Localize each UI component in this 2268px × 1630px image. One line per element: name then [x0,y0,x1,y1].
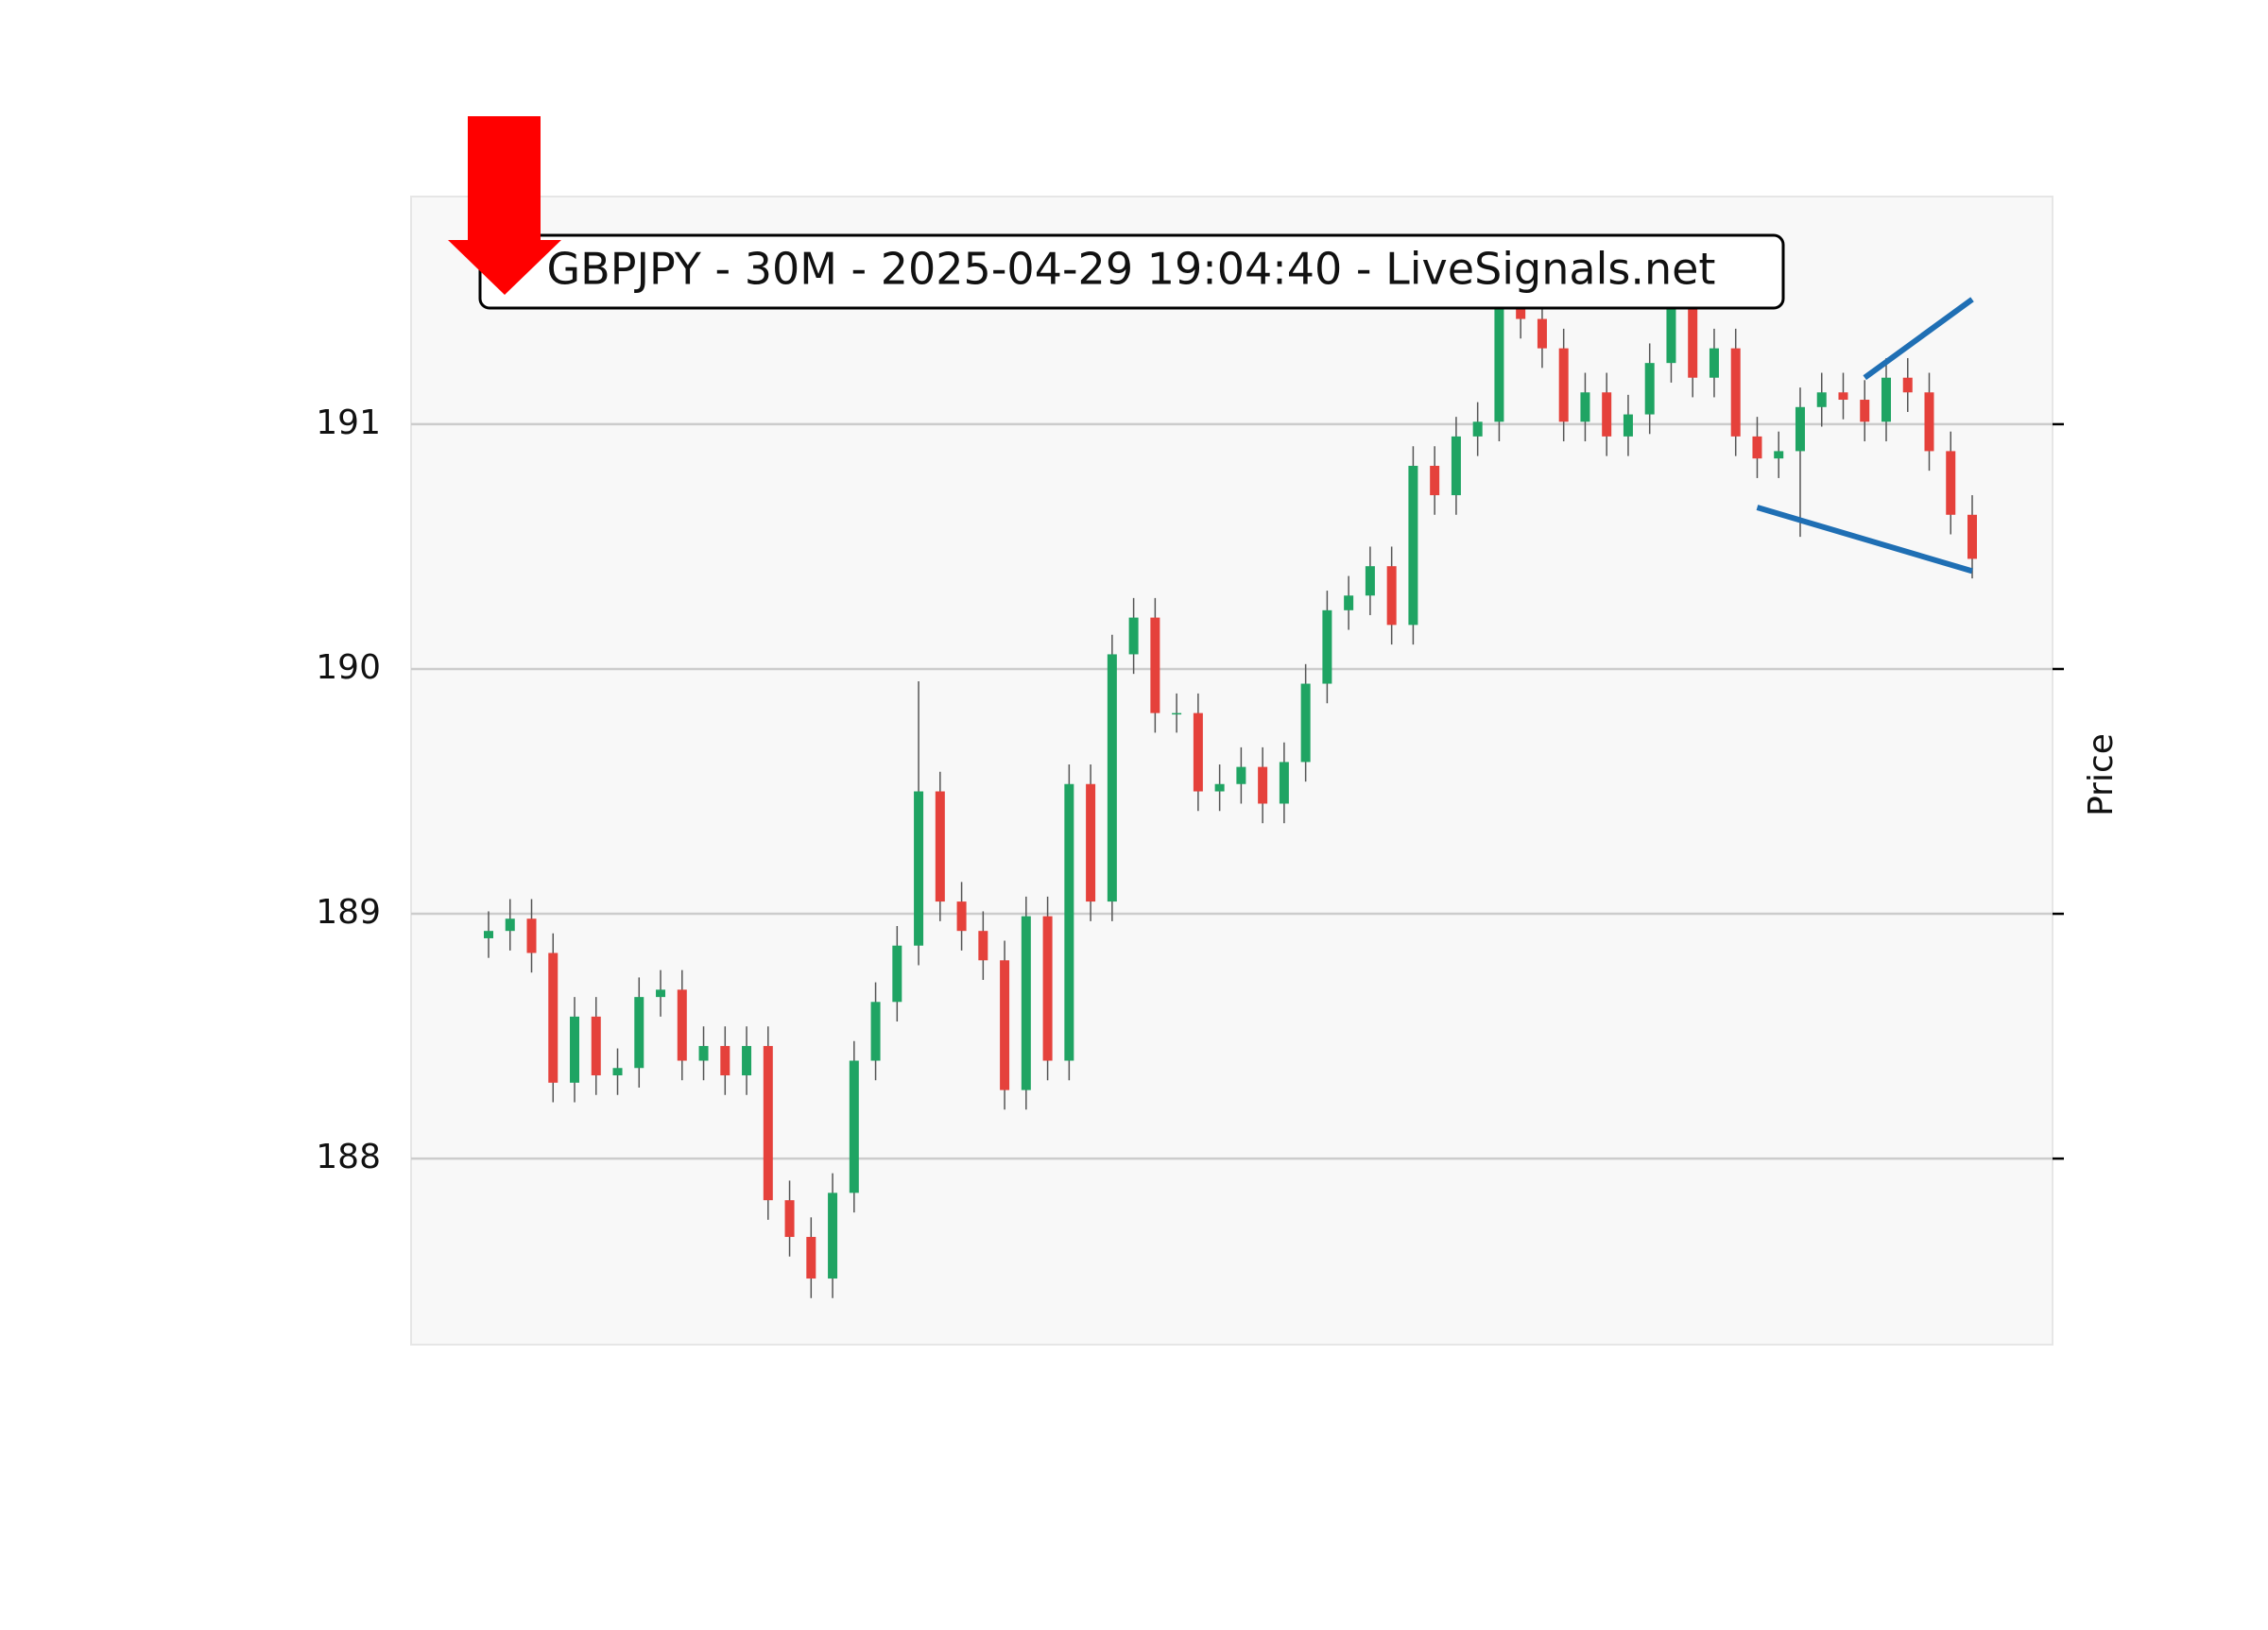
plot-area [410,196,2053,1346]
title-box [478,233,1785,310]
candle-body [1172,712,1182,715]
candle-body [784,1200,795,1238]
candle-body [1344,595,1354,610]
candle-body [1279,762,1289,804]
candle-body [1322,609,1332,684]
candle-body [526,918,537,953]
candle-body [870,1002,881,1061]
candle-body [548,952,558,1083]
candle-body [1494,303,1504,422]
candle-body [828,1192,838,1279]
candle-body [591,1016,601,1076]
trendlines [1756,297,1974,575]
trendline [1756,505,1973,575]
grid: 188 189 190 191 [316,403,2064,1176]
candle-body [806,1237,816,1279]
candle-body [1086,783,1096,902]
candle-body [1064,783,1074,1061]
arrow-head [448,240,561,295]
candle-body [634,997,644,1069]
candle-body [1666,303,1676,364]
candle-body [1472,421,1483,437]
candle-body [1924,392,1934,452]
candle-body [1300,683,1311,763]
candle-body [1430,465,1440,496]
candle-body [720,1045,730,1076]
candle-body [1946,451,1956,515]
candle-body [1967,514,1977,559]
candle-body [914,791,924,946]
candle-body [505,918,515,932]
candle-body [892,945,902,1003]
candle-body [1881,377,1891,422]
y-axis-label: Price [2082,733,2121,816]
candle-body [978,931,988,961]
candle-body [1193,712,1203,792]
candle-body [1580,392,1590,422]
candle-body [1623,414,1633,437]
candle-body [698,1045,709,1061]
candle-body [656,989,666,998]
candle-body [1752,436,1762,459]
candle-body [1774,451,1784,459]
candle-body [1730,348,1741,437]
candle-body [1451,436,1461,496]
candle-body [570,1016,580,1083]
sell-arrow [448,116,561,295]
candle-body [1644,363,1655,415]
candle-body [677,989,687,1061]
candle-body [1602,392,1612,437]
trendline [1863,297,1974,381]
candle-body [612,1068,623,1076]
candle-body [1408,465,1418,626]
candle-body [956,901,967,932]
candle-body [1902,377,1913,393]
candle-body [1537,318,1547,349]
candle-body [1688,303,1698,378]
arrow-shaft [468,116,541,241]
y-tick-label: 191 [316,403,381,442]
y-tick-label: 188 [316,1138,381,1176]
candle-body [1816,392,1827,407]
candle-body [935,791,945,902]
candle-body [1258,766,1268,804]
candle-body [1709,348,1719,378]
candle-body [1128,617,1139,655]
candle-body [849,1060,859,1193]
candle-body [1386,566,1397,626]
candle-body [1042,916,1053,1061]
y-tick-label: 189 [316,893,381,932]
chart-title: GBPJPY - 30M - 2025-04-29 19:04:40 - Liv… [547,244,1716,295]
candle-body [1516,303,1526,319]
candle-body [763,1045,773,1201]
candle-body [1021,916,1031,1090]
candle-body [1365,566,1375,596]
candle-body [1214,783,1225,792]
candle-body [1107,654,1117,902]
candle-body [742,1045,752,1076]
candle-body [1795,406,1805,452]
candle-body [1860,400,1870,422]
candle-body [1150,617,1160,713]
y-tick-label: 190 [316,648,381,687]
candle-body [1000,960,1010,1090]
candles [484,284,1977,1298]
candle-body [1236,766,1246,784]
candle-body [1558,348,1569,422]
candle-body [1838,392,1848,401]
candle-body [484,931,493,938]
